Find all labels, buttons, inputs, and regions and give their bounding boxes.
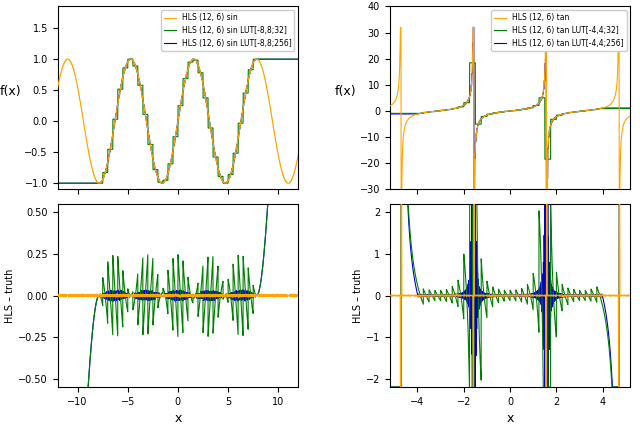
HLS (12, 6) tan	[489, 111, 497, 116]
HLS (12, 6) tan LUT[-4,4;32]	[627, 106, 634, 111]
Line: HLS (12, 6) sin: HLS (12, 6) sin	[58, 59, 298, 183]
Legend: HLS (12, 6) tan, HLS (12, 6) tan LUT[-4,4;32], HLS (12, 6) tan LUT[-4,4;256]: HLS (12, 6) tan, HLS (12, 6) tan LUT[-4,…	[492, 10, 627, 51]
HLS (12, 6) tan LUT[-4,4;32]	[489, 111, 497, 117]
HLS (12, 6) tan LUT[-4,4;256]	[627, 105, 634, 111]
HLS (12, 6) sin	[95, 181, 103, 186]
Line: HLS (12, 6) tan LUT[-4,4;32]: HLS (12, 6) tan LUT[-4,4;32]	[390, 63, 630, 159]
HLS (12, 6) sin	[146, 141, 154, 146]
Line: HLS (12, 6) tan: HLS (12, 6) tan	[390, 28, 630, 189]
HLS (12, 6) sin LUT[-8,8;32]	[264, 57, 271, 62]
HLS (12, 6) tan	[622, 117, 630, 123]
HLS (12, 6) sin LUT[-8,8;32]	[294, 57, 302, 62]
HLS (12, 6) tan LUT[-4,4;256]	[386, 111, 394, 117]
HLS (12, 6) sin LUT[-8,8;256]	[264, 57, 271, 62]
HLS (12, 6) sin LUT[-8,8;256]	[126, 57, 134, 62]
HLS (12, 6) sin LUT[-8,8;256]	[81, 181, 89, 186]
Y-axis label: f(x): f(x)	[335, 85, 356, 98]
HLS (12, 6) sin	[81, 129, 89, 135]
HLS (12, 6) sin LUT[-8,8;256]	[146, 141, 154, 146]
HLS (12, 6) tan	[386, 104, 394, 109]
HLS (12, 6) tan	[627, 114, 634, 119]
HLS (12, 6) tan	[397, 187, 405, 192]
HLS (12, 6) sin	[94, 181, 102, 186]
HLS (12, 6) tan LUT[-4,4;256]	[489, 111, 497, 116]
HLS (12, 6) sin LUT[-8,8;32]	[157, 180, 164, 185]
HLS (12, 6) tan LUT[-4,4;32]	[466, 60, 474, 65]
HLS (12, 6) tan	[413, 111, 421, 117]
HLS (12, 6) tan LUT[-4,4;32]	[541, 157, 548, 162]
HLS (12, 6) tan LUT[-4,4;32]	[386, 111, 394, 116]
HLS (12, 6) sin LUT[-8,8;256]	[290, 57, 298, 62]
Y-axis label: HLS – truth: HLS – truth	[5, 268, 15, 322]
HLS (12, 6) tan	[428, 109, 435, 114]
Y-axis label: f(x): f(x)	[0, 85, 21, 98]
Legend: HLS (12, 6) sin, HLS (12, 6) sin LUT[-8,8;32], HLS (12, 6) sin LUT[-8,8;256]: HLS (12, 6) sin, HLS (12, 6) sin LUT[-8,…	[161, 10, 294, 51]
HLS (12, 6) sin	[157, 180, 164, 185]
HLS (12, 6) sin LUT[-8,8;32]	[290, 57, 298, 62]
HLS (12, 6) sin LUT[-8,8;32]	[146, 142, 154, 147]
Line: HLS (12, 6) tan LUT[-4,4;256]: HLS (12, 6) tan LUT[-4,4;256]	[390, 28, 630, 189]
X-axis label: x: x	[506, 412, 514, 425]
HLS (12, 6) sin LUT[-8,8;256]	[54, 181, 61, 186]
HLS (12, 6) sin LUT[-8,8;256]	[157, 180, 164, 185]
HLS (12, 6) tan LUT[-4,4;32]	[478, 114, 486, 119]
HLS (12, 6) sin LUT[-8,8;256]	[294, 57, 302, 62]
HLS (12, 6) tan LUT[-4,4;32]	[413, 111, 421, 116]
HLS (12, 6) tan	[478, 115, 486, 120]
HLS (12, 6) sin LUT[-8,8;32]	[54, 181, 61, 186]
Y-axis label: HLS – truth: HLS – truth	[353, 268, 363, 322]
HLS (12, 6) tan LUT[-4,4;256]	[469, 25, 477, 30]
HLS (12, 6) sin	[54, 86, 61, 91]
HLS (12, 6) tan LUT[-4,4;32]	[596, 106, 604, 111]
HLS (12, 6) tan LUT[-4,4;256]	[596, 106, 604, 111]
HLS (12, 6) sin LUT[-8,8;32]	[95, 181, 103, 186]
HLS (12, 6) tan LUT[-4,4;256]	[622, 105, 630, 111]
Line: HLS (12, 6) sin LUT[-8,8;32]: HLS (12, 6) sin LUT[-8,8;32]	[58, 59, 298, 183]
HLS (12, 6) sin	[63, 57, 70, 62]
HLS (12, 6) sin	[290, 172, 298, 177]
HLS (12, 6) tan	[397, 25, 404, 30]
HLS (12, 6) sin	[294, 151, 302, 157]
HLS (12, 6) sin LUT[-8,8;256]	[95, 181, 103, 186]
X-axis label: x: x	[174, 412, 182, 425]
HLS (12, 6) sin LUT[-8,8;32]	[124, 57, 132, 62]
HLS (12, 6) tan LUT[-4,4;256]	[470, 187, 477, 192]
HLS (12, 6) tan	[596, 106, 604, 111]
HLS (12, 6) tan LUT[-4,4;32]	[428, 109, 435, 114]
HLS (12, 6) tan LUT[-4,4;256]	[478, 115, 486, 120]
HLS (12, 6) tan LUT[-4,4;32]	[622, 106, 630, 111]
HLS (12, 6) sin LUT[-8,8;32]	[81, 181, 89, 186]
Line: HLS (12, 6) sin LUT[-8,8;256]: HLS (12, 6) sin LUT[-8,8;256]	[58, 59, 298, 183]
HLS (12, 6) tan LUT[-4,4;256]	[428, 109, 435, 114]
HLS (12, 6) tan LUT[-4,4;256]	[413, 111, 421, 117]
HLS (12, 6) sin	[264, 90, 271, 95]
